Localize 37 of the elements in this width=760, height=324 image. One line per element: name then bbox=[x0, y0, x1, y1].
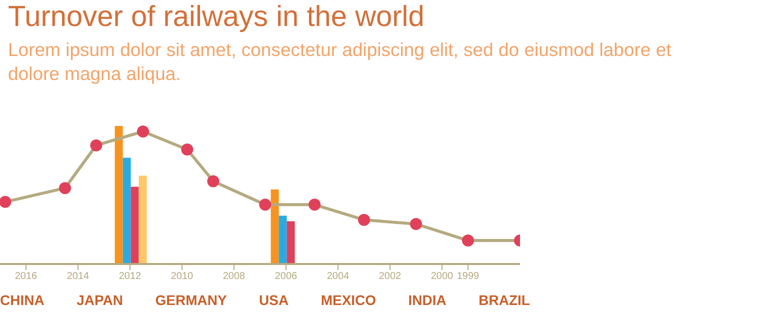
bar bbox=[114, 126, 123, 264]
x-tick-label: 2014 bbox=[66, 271, 90, 282]
text: CHINA bbox=[0, 292, 44, 308]
text: INDIA bbox=[408, 292, 446, 308]
point bbox=[358, 214, 370, 226]
bar bbox=[130, 186, 139, 264]
bar bbox=[122, 158, 131, 264]
chart-subtitle: Lorem ipsum dolor sit amet, consectetur adipiscing elit, sed do eiusmod labore et dolore magna aliqua. bbox=[8, 38, 672, 86]
bar bbox=[138, 176, 147, 264]
x-tick-label: 2004 bbox=[326, 271, 350, 282]
x-tick-label: 2000 bbox=[430, 271, 454, 282]
text: GERMANY bbox=[155, 292, 227, 308]
point bbox=[0, 196, 12, 208]
x-tick-label: 1999 bbox=[456, 271, 480, 282]
x-tick-label: 2012 bbox=[118, 271, 142, 282]
point bbox=[308, 198, 321, 211]
point bbox=[259, 198, 272, 211]
point bbox=[137, 126, 149, 138]
point bbox=[410, 218, 422, 230]
point bbox=[207, 175, 220, 188]
text: BRAZIL bbox=[478, 292, 530, 308]
text: MEXICO bbox=[320, 292, 376, 308]
bar bbox=[286, 221, 295, 264]
text: USA bbox=[259, 292, 289, 308]
text: JAPAN bbox=[76, 292, 123, 308]
bar bbox=[270, 189, 279, 264]
chart-title: Turnover of railways in the world bbox=[8, 0, 426, 34]
bar bbox=[278, 216, 287, 264]
point bbox=[59, 182, 71, 194]
x-tick-label: 2010 bbox=[170, 271, 194, 282]
x-tick-label: 2008 bbox=[222, 271, 246, 282]
x-tick-label: 2016 bbox=[14, 271, 38, 282]
point bbox=[90, 139, 102, 152]
x-tick-label: 2006 bbox=[274, 271, 298, 282]
point bbox=[181, 143, 194, 156]
point bbox=[462, 234, 474, 247]
x-tick-label: 2002 bbox=[378, 271, 402, 282]
